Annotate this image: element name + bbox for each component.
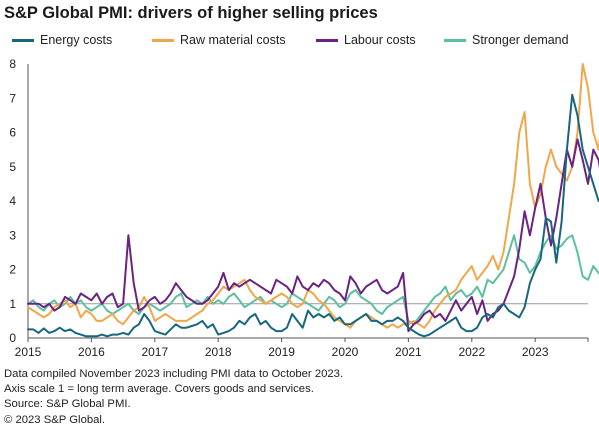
y-tick-label: 2 — [9, 263, 16, 277]
x-tick-label: 2020 — [332, 345, 359, 359]
x-tick-label: 2018 — [205, 345, 232, 359]
y-tick-label: 1 — [9, 297, 16, 311]
x-tick-label: 2017 — [141, 345, 168, 359]
legend-swatch-labour — [316, 38, 338, 42]
footnotes: Data compiled November 2023 including PM… — [4, 367, 343, 428]
y-tick-label: 7 — [9, 91, 16, 105]
x-tick-label: 2016 — [78, 345, 105, 359]
footnote-copyright: © 2023 S&P Global. — [4, 413, 106, 426]
y-tick-label: 4 — [9, 194, 16, 208]
legend-swatch-energy — [12, 38, 34, 42]
x-tick-label: 2015 — [15, 345, 42, 359]
legend: Energy costs Raw material costs Labour c… — [0, 33, 599, 51]
legend-swatch-raw — [152, 38, 174, 42]
x-tick-label: 2021 — [395, 345, 422, 359]
legend-item-raw: Raw material costs — [152, 33, 286, 47]
legend-label-energy: Energy costs — [40, 33, 113, 47]
y-tick-label: 0 — [9, 331, 16, 345]
series-line-energy — [27, 93, 599, 338]
legend-item-demand: Stronger demand — [444, 33, 569, 47]
y-tick-label: 3 — [9, 228, 16, 242]
legend-swatch-demand — [444, 38, 466, 42]
legend-label-raw: Raw material costs — [180, 33, 286, 47]
legend-label-demand: Stronger demand — [472, 33, 569, 47]
x-tick-label: 2022 — [458, 345, 485, 359]
footnote-axis-scale: Axis scale 1 = long term average. Covers… — [4, 383, 314, 396]
x-tick-label: 2019 — [268, 345, 295, 359]
x-tick-label: 2023 — [522, 345, 549, 359]
chart-title: S&P Global PMI: drivers of higher sellin… — [4, 4, 378, 22]
y-tick-label: 8 — [9, 57, 16, 71]
legend-item-labour: Labour costs — [316, 33, 416, 47]
legend-item-energy: Energy costs — [12, 33, 112, 47]
footnote-compiled: Data compiled November 2023 including PM… — [4, 368, 344, 380]
series-line-raw — [27, 63, 599, 329]
y-tick-label: 6 — [9, 126, 16, 140]
series-line-demand — [27, 234, 599, 326]
legend-label-labour: Labour costs — [344, 33, 416, 47]
y-tick-label: 5 — [9, 160, 16, 174]
footnote-source: Source: S&P Global PMI. — [4, 398, 131, 411]
series-line-labour — [27, 138, 599, 333]
line-chart: 0 1 2 3 4 5 6 7 8 2015 2016 2017 2018 2019 2020 2021 202… — [9, 57, 599, 359]
